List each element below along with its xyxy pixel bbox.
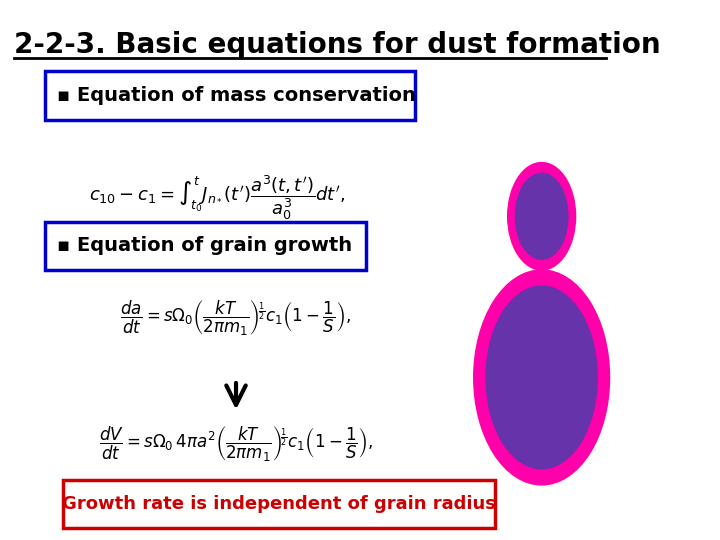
Text: 2-2-3. Basic equations for dust formation: 2-2-3. Basic equations for dust formatio… — [14, 31, 660, 59]
Text: Growth rate is independent of grain radius: Growth rate is independent of grain radi… — [63, 495, 496, 512]
Bar — [63, 480, 495, 528]
Text: ▪ Equation of mass conservation: ▪ Equation of mass conservation — [57, 86, 416, 105]
Ellipse shape — [486, 286, 597, 469]
Text: $\dfrac{da}{dt} = s\Omega_0 \left(\dfrac{kT}{2\pi m_1}\right)^{\!\frac{1}{2}} c_: $\dfrac{da}{dt} = s\Omega_0 \left(\dfrac… — [120, 299, 351, 338]
Text: ▪ Equation of grain growth: ▪ Equation of grain growth — [57, 237, 352, 255]
Ellipse shape — [508, 163, 575, 270]
Ellipse shape — [474, 270, 610, 485]
Ellipse shape — [516, 173, 568, 259]
Bar — [45, 221, 366, 270]
Bar — [45, 71, 415, 119]
Text: $c_{10} - c_1 = \int_{t_0}^{t} J_{n_*}(t^{\prime}) \dfrac{a^3(t,t^{\prime})}{a_0: $c_{10} - c_1 = \int_{t_0}^{t} J_{n_*}(t… — [89, 173, 346, 222]
Text: $\dfrac{dV}{dt} = s\Omega_0\, 4\pi a^2 \left(\dfrac{kT}{2\pi m_1}\right)^{\!\fra: $\dfrac{dV}{dt} = s\Omega_0\, 4\pi a^2 \… — [99, 425, 373, 464]
